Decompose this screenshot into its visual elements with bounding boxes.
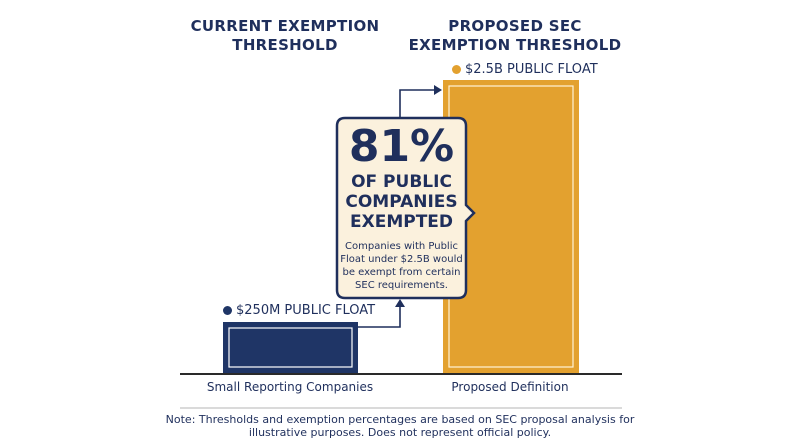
growth-arrow-upper bbox=[399, 89, 435, 118]
right-title-line2: EXEMPTION THRESHOLD bbox=[408, 36, 622, 54]
callout-line1: OF PUBLIC bbox=[351, 172, 452, 192]
right-title-line1: PROPOSED SEC bbox=[448, 17, 582, 35]
callout-desc-line2: Float under $2.5B would bbox=[340, 254, 463, 265]
callout-percent: 81% bbox=[348, 121, 455, 172]
footnote-line1: Note: Thresholds and exemption percentag… bbox=[165, 413, 635, 426]
small-reporting-bar bbox=[223, 322, 358, 373]
growth-arrow-lower bbox=[358, 306, 401, 328]
large-bar-value-text: $2.5B PUBLIC FLOAT bbox=[465, 62, 598, 77]
callout-description: Companies with Public Float under $2.5B … bbox=[339, 240, 464, 292]
callout-bubble bbox=[335, 116, 476, 300]
gold-dot-icon bbox=[452, 65, 461, 74]
growth-arrow-lower-head bbox=[395, 299, 405, 307]
right-column-title: PROPOSED SEC EXEMPTION THRESHOLD bbox=[405, 17, 625, 55]
left-column-title: CURRENT EXEMPTION THRESHOLD bbox=[190, 17, 380, 55]
callout-desc-line4: SEC requirements. bbox=[355, 280, 448, 291]
category-label-small: Small Reporting Companies bbox=[206, 380, 374, 394]
left-title-line1: CURRENT EXEMPTION bbox=[190, 17, 380, 35]
left-title-line2: THRESHOLD bbox=[232, 36, 338, 54]
navy-dot-icon bbox=[223, 306, 232, 315]
small-bar-value-label: $250M PUBLIC FLOAT bbox=[223, 303, 375, 318]
footnote-line2: illustrative purposes. Does not represen… bbox=[248, 426, 552, 439]
footnote: Note: Thresholds and exemption percentag… bbox=[150, 413, 650, 439]
growth-arrow-upper-head bbox=[434, 85, 442, 95]
small-reporting-bar-inner-border bbox=[228, 327, 353, 368]
callout-content: 81% OF PUBLIC COMPANIES EXEMPTED Compani… bbox=[339, 122, 464, 292]
callout-desc-line1: Companies with Public bbox=[345, 241, 458, 252]
small-bar-value-text: $250M PUBLIC FLOAT bbox=[236, 303, 376, 318]
callout-line3: EXEMPTED bbox=[349, 212, 454, 232]
large-bar-value-label: $2.5B PUBLIC FLOAT bbox=[452, 62, 598, 77]
category-label-proposed: Proposed Definition bbox=[451, 380, 569, 394]
callout-desc-line3: be exempt from certain bbox=[342, 267, 461, 278]
callout-line2: COMPANIES bbox=[345, 192, 458, 212]
